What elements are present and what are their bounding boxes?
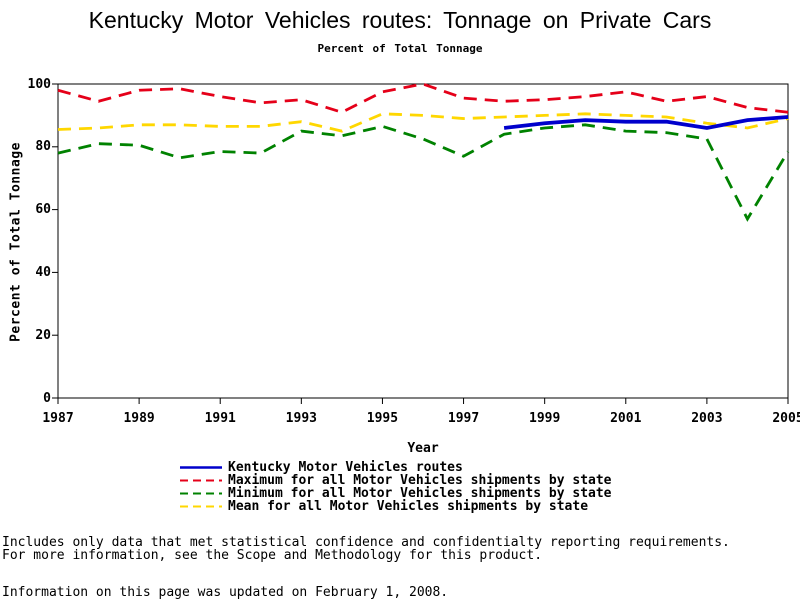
x-tick-label: 1997 [447, 411, 480, 426]
x-tick-label: 1991 [204, 411, 236, 426]
y-tick-label: 40 [35, 264, 51, 280]
legend-label: Kentucky Motor Vehicles routes [228, 460, 463, 475]
chart-subtitle: Percent of Total Tonnage [317, 42, 483, 55]
legend-item: Maximum for all Motor Vehicles shipments… [180, 474, 612, 487]
x-tick-label: 2003 [691, 411, 723, 426]
chart-title: Kentucky Motor Vehicles routes: Tonnage … [88, 7, 712, 33]
x-tick-label: 2005 [772, 411, 800, 426]
series-line [57, 82, 789, 114]
x-tick-label: 1987 [42, 411, 74, 426]
legend-swatch-line [180, 466, 222, 469]
series-line [57, 123, 790, 222]
y-tick-label: 100 [27, 76, 51, 92]
legend-label: Mean for all Motor Vehicles shipments by… [228, 499, 589, 514]
series-line [57, 112, 789, 133]
legend-swatch-line [180, 479, 222, 482]
legend: Kentucky Motor Vehicles routes Maximum fo… [180, 461, 612, 513]
x-tick-label: 1999 [529, 411, 561, 426]
y-tick-label: 20 [35, 327, 51, 343]
legend-item: Kentucky Motor Vehicles routes [180, 461, 612, 474]
x-axis-title: Year [407, 441, 439, 456]
legend-label: Minimum for all Motor Vehicles shipments… [228, 486, 612, 501]
footer-updated-line: Information on this page was updated on … [2, 585, 449, 600]
legend-item: Mean for all Motor Vehicles shipments by… [180, 500, 612, 513]
y-tick-label: 60 [35, 202, 51, 218]
plot-frame [57, 83, 789, 399]
legend-swatch-line [180, 492, 222, 495]
legend-label: Maximum for all Motor Vehicles shipments… [228, 473, 612, 488]
x-tick-label: 1995 [366, 411, 399, 426]
footer-note-line2: For more information, see the Scope and … [2, 548, 543, 563]
x-tick-label: 1993 [285, 411, 317, 426]
series-line [503, 115, 789, 130]
x-tick-label: 2001 [610, 411, 642, 426]
y-tick-label: 80 [35, 139, 51, 155]
x-tick-label: 1989 [123, 411, 155, 426]
legend-item: Minimum for all Motor Vehicles shipments… [180, 487, 612, 500]
y-axis-title: Percent of Total Tonnage [8, 142, 24, 342]
legend-swatch-line [180, 505, 222, 508]
footer-note-line1: Includes only data that met statistical … [2, 535, 730, 550]
plot-area [52, 82, 790, 404]
y-tick-label: 0 [43, 390, 51, 406]
